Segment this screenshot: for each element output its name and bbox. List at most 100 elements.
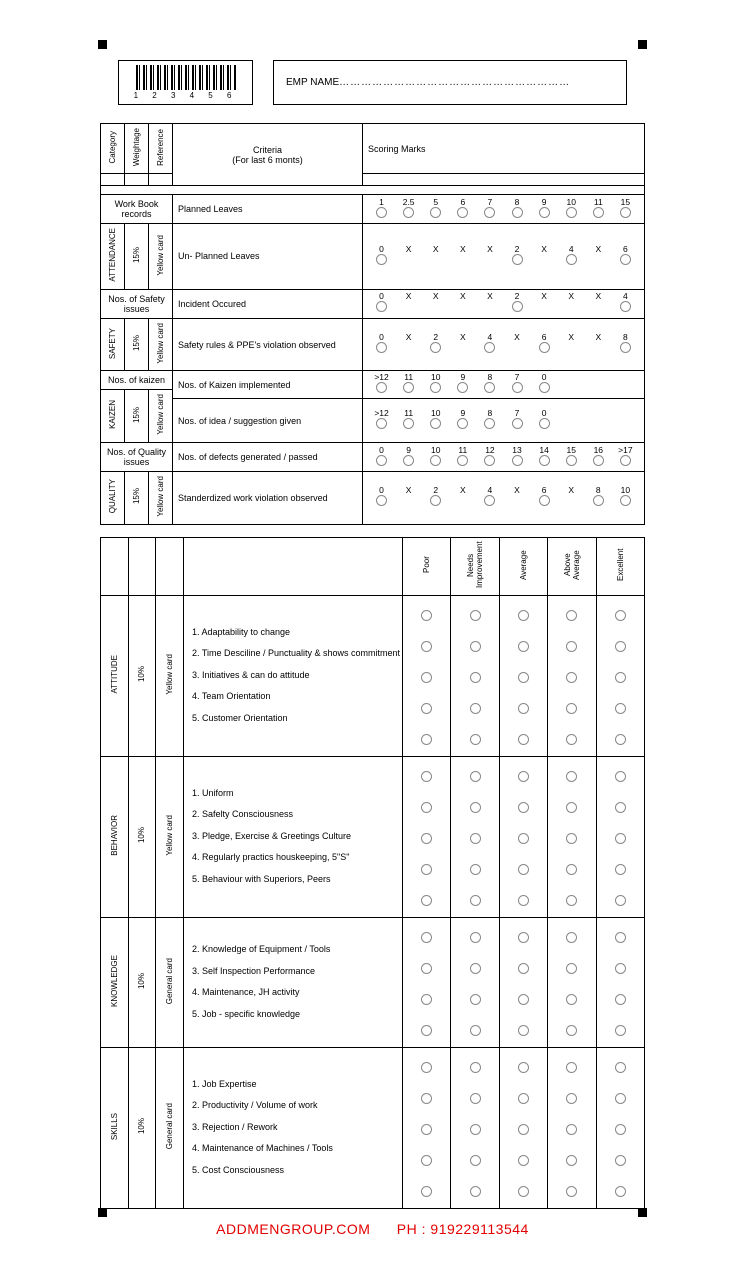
omr-bubble[interactable] bbox=[470, 1025, 481, 1036]
omr-bubble[interactable] bbox=[518, 1093, 529, 1104]
omr-bubble[interactable] bbox=[421, 963, 432, 974]
omr-bubble[interactable] bbox=[593, 455, 604, 466]
omr-bubble[interactable] bbox=[376, 207, 387, 218]
omr-bubble[interactable] bbox=[620, 254, 631, 265]
omr-bubble[interactable] bbox=[518, 1186, 529, 1197]
omr-bubble[interactable] bbox=[615, 1186, 626, 1197]
omr-bubble[interactable] bbox=[615, 1062, 626, 1073]
omr-bubble[interactable] bbox=[512, 455, 523, 466]
omr-bubble[interactable] bbox=[566, 1093, 577, 1104]
omr-bubble[interactable] bbox=[457, 418, 468, 429]
omr-bubble[interactable] bbox=[484, 342, 495, 353]
omr-bubble[interactable] bbox=[518, 864, 529, 875]
omr-bubble[interactable] bbox=[470, 1093, 481, 1104]
omr-bubble[interactable] bbox=[512, 382, 523, 393]
omr-bubble[interactable] bbox=[376, 301, 387, 312]
omr-bubble[interactable] bbox=[470, 641, 481, 652]
omr-bubble[interactable] bbox=[615, 734, 626, 745]
omr-bubble[interactable] bbox=[566, 1025, 577, 1036]
omr-bubble[interactable] bbox=[566, 734, 577, 745]
omr-bubble[interactable] bbox=[518, 1124, 529, 1135]
omr-bubble[interactable] bbox=[457, 207, 468, 218]
omr-bubble[interactable] bbox=[566, 994, 577, 1005]
omr-bubble[interactable] bbox=[620, 301, 631, 312]
omr-bubble[interactable] bbox=[470, 963, 481, 974]
omr-bubble[interactable] bbox=[566, 932, 577, 943]
omr-bubble[interactable] bbox=[620, 342, 631, 353]
omr-bubble[interactable] bbox=[376, 418, 387, 429]
omr-bubble[interactable] bbox=[539, 495, 550, 506]
omr-bubble[interactable] bbox=[566, 802, 577, 813]
omr-bubble[interactable] bbox=[518, 1025, 529, 1036]
omr-bubble[interactable] bbox=[512, 418, 523, 429]
omr-bubble[interactable] bbox=[539, 207, 550, 218]
omr-bubble[interactable] bbox=[470, 1186, 481, 1197]
omr-bubble[interactable] bbox=[512, 254, 523, 265]
omr-bubble[interactable] bbox=[539, 418, 550, 429]
omr-bubble[interactable] bbox=[421, 771, 432, 782]
omr-bubble[interactable] bbox=[620, 207, 631, 218]
omr-bubble[interactable] bbox=[430, 342, 441, 353]
omr-bubble[interactable] bbox=[518, 833, 529, 844]
omr-bubble[interactable] bbox=[421, 703, 432, 714]
omr-bubble[interactable] bbox=[615, 802, 626, 813]
omr-bubble[interactable] bbox=[403, 418, 414, 429]
omr-bubble[interactable] bbox=[539, 342, 550, 353]
omr-bubble[interactable] bbox=[615, 1124, 626, 1135]
omr-bubble[interactable] bbox=[484, 382, 495, 393]
omr-bubble[interactable] bbox=[376, 495, 387, 506]
omr-bubble[interactable] bbox=[457, 382, 468, 393]
omr-bubble[interactable] bbox=[620, 495, 631, 506]
omr-bubble[interactable] bbox=[470, 864, 481, 875]
omr-bubble[interactable] bbox=[518, 802, 529, 813]
omr-bubble[interactable] bbox=[620, 455, 631, 466]
omr-bubble[interactable] bbox=[518, 1155, 529, 1166]
omr-bubble[interactable] bbox=[566, 895, 577, 906]
omr-bubble[interactable] bbox=[518, 994, 529, 1005]
omr-bubble[interactable] bbox=[484, 207, 495, 218]
omr-bubble[interactable] bbox=[566, 1186, 577, 1197]
omr-bubble[interactable] bbox=[518, 1062, 529, 1073]
omr-bubble[interactable] bbox=[421, 895, 432, 906]
omr-bubble[interactable] bbox=[615, 994, 626, 1005]
omr-bubble[interactable] bbox=[421, 610, 432, 621]
omr-bubble[interactable] bbox=[593, 495, 604, 506]
omr-bubble[interactable] bbox=[518, 672, 529, 683]
omr-bubble[interactable] bbox=[615, 672, 626, 683]
omr-bubble[interactable] bbox=[470, 1062, 481, 1073]
omr-bubble[interactable] bbox=[470, 895, 481, 906]
omr-bubble[interactable] bbox=[470, 994, 481, 1005]
omr-bubble[interactable] bbox=[470, 1155, 481, 1166]
omr-bubble[interactable] bbox=[566, 703, 577, 714]
omr-bubble[interactable] bbox=[566, 641, 577, 652]
omr-bubble[interactable] bbox=[470, 610, 481, 621]
omr-bubble[interactable] bbox=[421, 1093, 432, 1104]
omr-bubble[interactable] bbox=[566, 1124, 577, 1135]
omr-bubble[interactable] bbox=[518, 734, 529, 745]
omr-bubble[interactable] bbox=[566, 1062, 577, 1073]
omr-bubble[interactable] bbox=[457, 455, 468, 466]
omr-bubble[interactable] bbox=[421, 994, 432, 1005]
omr-bubble[interactable] bbox=[484, 418, 495, 429]
omr-bubble[interactable] bbox=[421, 1186, 432, 1197]
omr-bubble[interactable] bbox=[376, 455, 387, 466]
omr-bubble[interactable] bbox=[484, 495, 495, 506]
omr-bubble[interactable] bbox=[403, 382, 414, 393]
omr-bubble[interactable] bbox=[518, 895, 529, 906]
omr-bubble[interactable] bbox=[470, 771, 481, 782]
omr-bubble[interactable] bbox=[539, 455, 550, 466]
omr-bubble[interactable] bbox=[376, 382, 387, 393]
omr-bubble[interactable] bbox=[615, 641, 626, 652]
omr-bubble[interactable] bbox=[539, 382, 550, 393]
omr-bubble[interactable] bbox=[470, 672, 481, 683]
omr-bubble[interactable] bbox=[615, 610, 626, 621]
omr-bubble[interactable] bbox=[518, 963, 529, 974]
omr-bubble[interactable] bbox=[421, 1124, 432, 1135]
omr-bubble[interactable] bbox=[566, 207, 577, 218]
omr-bubble[interactable] bbox=[421, 1062, 432, 1073]
omr-bubble[interactable] bbox=[615, 864, 626, 875]
omr-bubble[interactable] bbox=[518, 932, 529, 943]
omr-bubble[interactable] bbox=[518, 771, 529, 782]
omr-bubble[interactable] bbox=[421, 1155, 432, 1166]
omr-bubble[interactable] bbox=[518, 641, 529, 652]
